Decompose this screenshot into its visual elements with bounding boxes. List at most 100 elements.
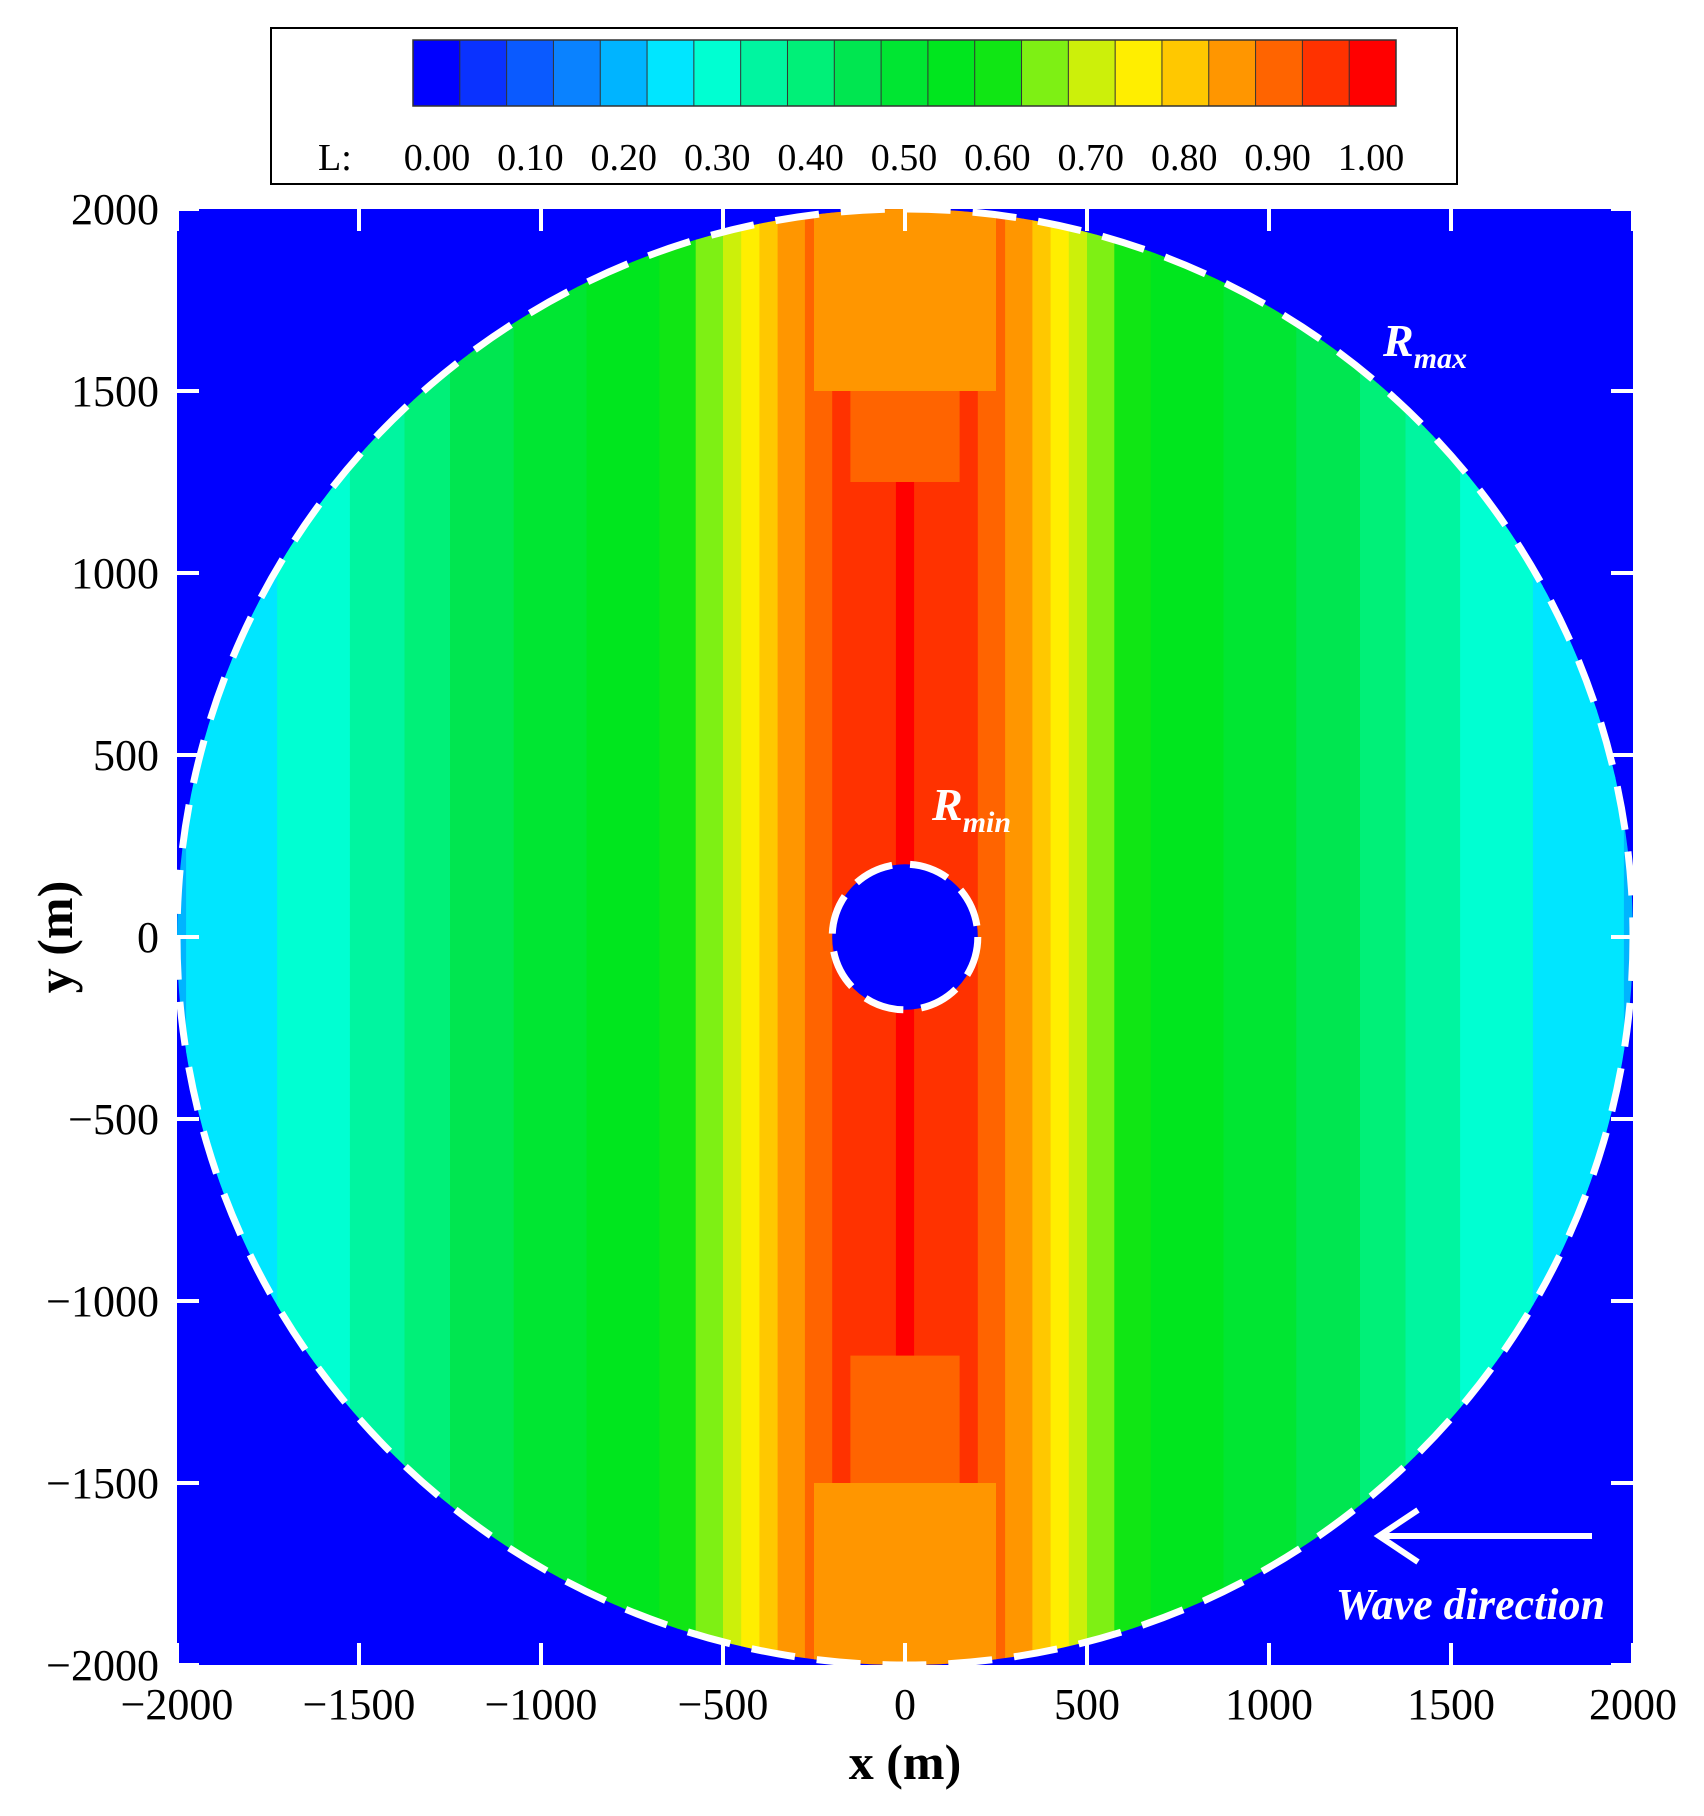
- colorbar-tick-label: 1.00: [1338, 137, 1405, 179]
- colorbar-swatch: [1068, 40, 1116, 106]
- heatmap-column: [613, 209, 624, 1665]
- heatmap-column: [1587, 209, 1598, 1665]
- heatmap-column: [404, 209, 415, 1665]
- heatmap-annulus: [177, 209, 1633, 1665]
- heatmap-column: [632, 209, 642, 1665]
- colorbar-tick-label: 0.70: [1058, 137, 1125, 179]
- inner-hole: [832, 864, 978, 1010]
- heatmap-column: [249, 209, 260, 1665]
- heatmap-column: [1278, 209, 1288, 1665]
- heatmap-column: [477, 209, 487, 1665]
- colorbar-swatch: [927, 40, 976, 106]
- colorbar-swatch: [459, 40, 508, 106]
- heatmap-column: [359, 209, 369, 1665]
- heatmap-column: [1378, 209, 1388, 1665]
- heatmap-column: [1287, 209, 1297, 1665]
- heatmap-column: [1059, 209, 1070, 1665]
- colorbar-tick-label: 0.00: [404, 137, 471, 179]
- heatmap-column: [504, 209, 515, 1665]
- heatmap-band-patch: [850, 391, 960, 482]
- heatmap-column: [1341, 209, 1352, 1665]
- heatmap-column: [1314, 209, 1325, 1665]
- heatmap-column: [795, 209, 806, 1665]
- heatmap-column: [1451, 209, 1461, 1665]
- heatmap-column: [349, 209, 360, 1665]
- colorbar-swatch: [1255, 40, 1303, 106]
- heatmap-column: [668, 209, 679, 1665]
- heatmap-column: [1005, 209, 1015, 1665]
- heatmap-field: [177, 209, 1633, 1665]
- heatmap-column: [986, 209, 997, 1665]
- heatmap-column: [1068, 209, 1079, 1665]
- heatmap-column: [1214, 209, 1225, 1665]
- heatmap-column: [1096, 209, 1106, 1665]
- heatmap-column: [1487, 209, 1498, 1665]
- heatmap-column: [768, 209, 779, 1665]
- heatmap-column: [595, 209, 606, 1665]
- colorbar-tick-label: 0.30: [684, 137, 751, 179]
- heatmap-column: [1569, 209, 1579, 1665]
- heatmap-column: [1077, 209, 1088, 1665]
- heatmap-column: [1205, 209, 1215, 1665]
- x-tick-label: 1500: [1407, 1680, 1495, 1729]
- heatmap-column: [659, 209, 669, 1665]
- heatmap-column: [1405, 209, 1416, 1665]
- heatmap-column: [1532, 209, 1543, 1665]
- heatmap-column: [450, 209, 460, 1665]
- heatmap-column: [750, 209, 760, 1665]
- colorbar-swatch: [600, 40, 648, 106]
- heatmap-column: [340, 209, 351, 1665]
- heatmap-column: [531, 209, 542, 1665]
- colorbar-tick-label: 0.60: [964, 137, 1031, 179]
- x-tick-label: −1000: [485, 1680, 598, 1729]
- heatmap-column: [1560, 209, 1570, 1665]
- heatmap-column: [1542, 209, 1552, 1665]
- y-tick-label: 1500: [71, 367, 159, 416]
- heatmap-band-patch: [814, 1483, 996, 1665]
- heatmap-column: [522, 209, 533, 1665]
- heatmap-column: [677, 209, 688, 1665]
- heatmap-column: [1514, 209, 1525, 1665]
- heatmap-column: [823, 209, 833, 1665]
- heatmap-column: [1505, 209, 1516, 1665]
- heatmap-column: [268, 209, 278, 1665]
- heatmap-column: [559, 209, 569, 1665]
- heatmap-column: [1114, 209, 1124, 1665]
- heatmap-column: [1014, 209, 1024, 1665]
- heatmap-column: [1041, 209, 1052, 1665]
- heatmap-column: [1478, 209, 1488, 1665]
- heatmap-column: [1178, 209, 1188, 1665]
- heatmap-column: [431, 209, 442, 1665]
- heatmap-column: [1423, 209, 1434, 1665]
- heatmap-column: [713, 209, 724, 1665]
- heatmap-column: [304, 209, 315, 1665]
- heatmap-column: [1023, 209, 1033, 1665]
- colorbar-swatch: [974, 40, 1023, 106]
- heatmap-column: [1551, 209, 1561, 1665]
- heatmap-column: [1469, 209, 1479, 1665]
- heatmap-column: [1105, 209, 1115, 1665]
- heatmap-column: [1050, 209, 1061, 1665]
- axes: −2000 −1500 −1000 −500 0 500 1000 1500 2000 2000 1…: [46, 185, 1677, 1729]
- x-tick-label: 0: [894, 1680, 916, 1729]
- heatmap-column: [814, 209, 824, 1665]
- colorbar-swatch: [506, 40, 554, 106]
- heatmap-column: [1269, 209, 1279, 1665]
- y-tick-label: 1000: [71, 549, 159, 598]
- y-axis-title: y (m): [27, 881, 83, 993]
- colorbar-swatch: [740, 40, 788, 106]
- heatmap-column: [777, 209, 788, 1665]
- heatmap-column: [322, 209, 333, 1665]
- colorbar-tick-label: 0.50: [871, 137, 938, 179]
- heatmap-column: [1223, 209, 1234, 1665]
- heatmap-column: [541, 209, 551, 1665]
- colorbar-swatch: [647, 40, 695, 106]
- colorbar-tick-label: 0.10: [497, 137, 564, 179]
- wave-direction-label: Wave direction: [1336, 1580, 1605, 1629]
- heatmap-band-patch: [850, 1355, 960, 1483]
- heatmap-band-patch: [814, 209, 996, 391]
- colorbar-swatch: [413, 40, 461, 106]
- x-tick-label: 500: [1054, 1680, 1120, 1729]
